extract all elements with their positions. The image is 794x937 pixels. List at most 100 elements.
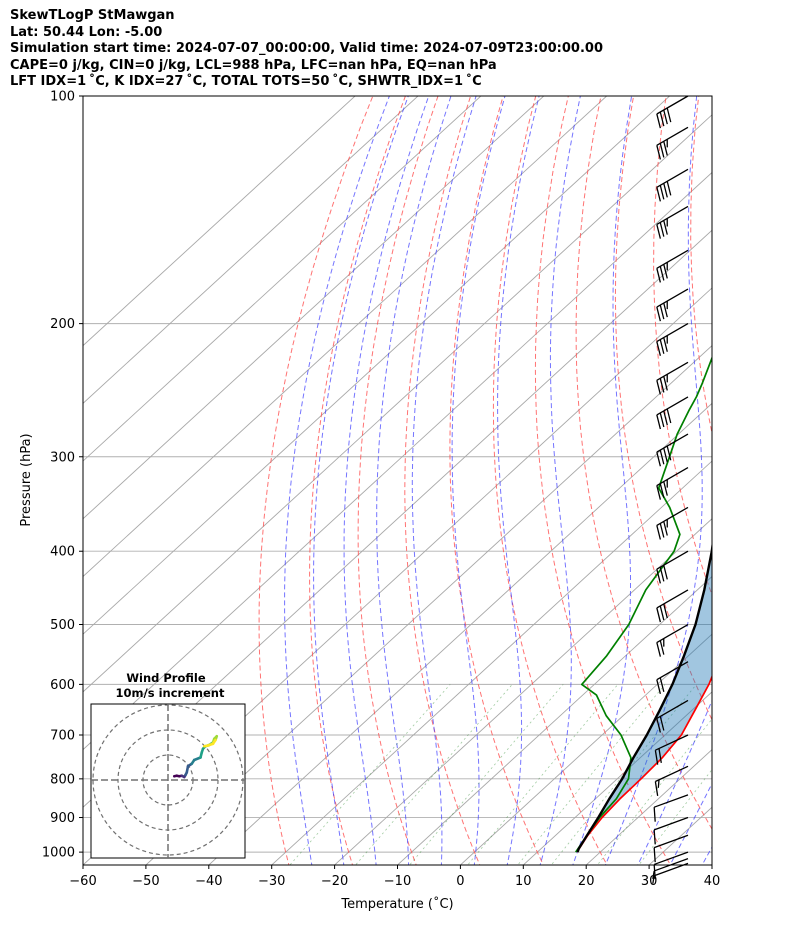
isotherm-line (208, 402, 712, 865)
chart-title: SkewTLogP StMawgan (10, 8, 175, 23)
mixing-ratio-line (638, 768, 712, 865)
wind-barb (652, 862, 689, 884)
moist-adiabat (497, 96, 540, 865)
barb-flag (653, 829, 656, 845)
wind-barb (656, 168, 689, 202)
barb-flag (666, 107, 672, 123)
barb-flag (663, 337, 668, 352)
moist-adiabat (572, 96, 633, 865)
temperature-profile-line (576, 674, 712, 853)
barb-flag (659, 412, 665, 428)
barb-shaft (656, 466, 689, 487)
barb-flag (656, 485, 661, 500)
barb-flag (656, 268, 661, 283)
wind-barb (656, 623, 689, 657)
wind-barb (654, 765, 689, 796)
y-axis-label: Pressure (hPa) (19, 433, 34, 526)
wind-barb (656, 288, 689, 322)
barb-shaft (653, 834, 689, 849)
wind-barb (656, 506, 689, 540)
barb-flag (659, 677, 665, 693)
barb-shaft (656, 589, 689, 609)
dry-adiabat (534, 96, 672, 865)
barb-flag (663, 410, 668, 426)
x-tick-label: 40 (704, 874, 721, 889)
isotherm-line (145, 345, 712, 865)
wind-barb (654, 734, 689, 765)
barb-flag (653, 807, 656, 822)
dry-adiabat (614, 96, 712, 721)
wind-barb (656, 466, 689, 500)
y-tick-label: 100 (50, 90, 75, 105)
barb-flag (652, 875, 655, 884)
barb-flag (658, 748, 662, 764)
wind-barb (656, 396, 689, 430)
hodograph-title: Wind Profile (126, 671, 206, 685)
wind-barb (656, 589, 689, 623)
barb-shaft (655, 734, 689, 751)
barb-shaft (653, 816, 689, 831)
wind-barb (653, 816, 689, 845)
barb-shaft (653, 851, 689, 866)
x-tick-label: −60 (69, 874, 96, 889)
barb-flag (659, 483, 665, 498)
dry-adiabat (357, 96, 439, 865)
barb-flag (663, 264, 668, 279)
x-axis-label: Temperature (˚C) (340, 896, 453, 912)
dry-adiabat (690, 96, 712, 435)
moist-adiabat (411, 96, 477, 865)
moist-adiabat (701, 846, 712, 865)
barb-flag (656, 145, 661, 160)
barb-flag (666, 445, 672, 461)
hodograph-subtitle: 10m/s increment (116, 686, 225, 700)
wind-barb (656, 95, 689, 129)
wind-barb (652, 858, 689, 879)
barb-flag (656, 451, 661, 467)
barb-shaft (656, 506, 689, 526)
barb-flag (656, 569, 661, 584)
plot-series (574, 355, 712, 853)
barb-flag (659, 304, 665, 320)
wind-barbs (652, 95, 689, 884)
barb-flag (666, 408, 672, 424)
barb-flag (659, 605, 665, 621)
isotherm-line (271, 460, 712, 865)
dry-adiabat (404, 96, 481, 865)
isotherm-line (83, 96, 356, 347)
mixing-ratio-line (289, 684, 451, 865)
barb-flag (663, 109, 668, 125)
barb-flag (666, 181, 672, 196)
moist-adiabat (284, 96, 390, 865)
moist-adiabat (376, 96, 452, 865)
isotherm-line (83, 96, 608, 578)
dry-adiabat (309, 96, 406, 865)
isotherm-line (83, 96, 482, 462)
wind-barb (656, 661, 689, 695)
y-tick-label: 700 (50, 728, 75, 743)
barb-flag (663, 183, 668, 198)
isotherm-line (83, 96, 545, 520)
isotherm-line (83, 96, 419, 404)
barb-flag (659, 222, 665, 237)
barb-flag (659, 567, 665, 582)
barb-shaft (656, 95, 689, 115)
barb-flag (653, 847, 656, 863)
barb-flag (659, 523, 665, 538)
barb-flag (663, 376, 668, 391)
wind-barb (656, 126, 689, 160)
moist-adiabat (343, 96, 430, 865)
wind-barb (653, 794, 689, 822)
barb-flag (659, 185, 665, 200)
isotherm-line (83, 96, 671, 635)
barb-flag (663, 565, 668, 580)
barb-flag (663, 220, 668, 235)
barb-shaft (656, 249, 689, 269)
mixing-ratio-line (550, 684, 697, 865)
barb-flag (659, 266, 665, 281)
barb-flag (663, 141, 668, 156)
y-tick-label: 800 (50, 772, 75, 787)
barb-shaft (653, 794, 689, 808)
hodograph-plot (91, 704, 245, 858)
